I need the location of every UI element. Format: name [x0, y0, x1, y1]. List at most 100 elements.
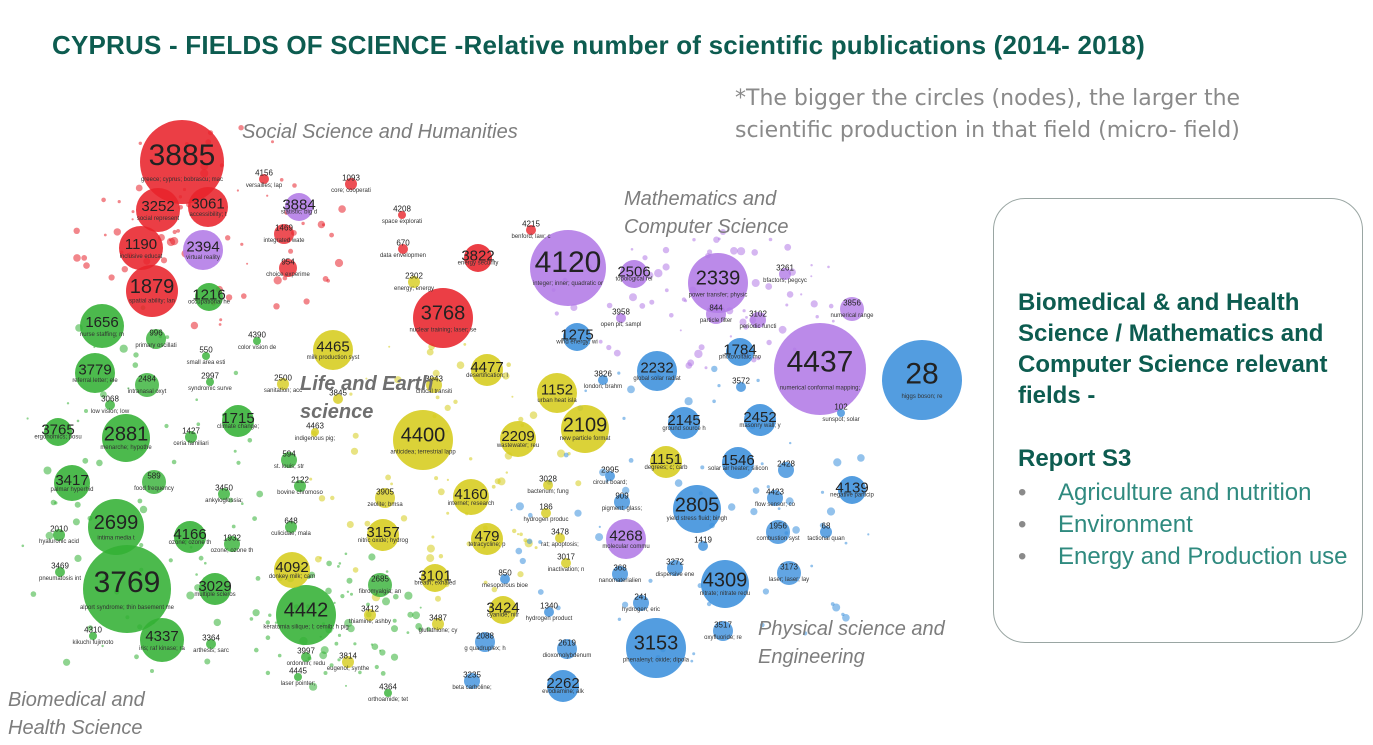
node-4120: 4120 integer; inner; quadratic or	[530, 230, 606, 306]
node-4463: 4463 indigenous pig;	[295, 422, 336, 443]
background-dot	[599, 468, 607, 477]
background-dot	[674, 479, 683, 487]
node-desc-label: hydrogen produc	[523, 517, 568, 523]
node-id-label: 2685	[371, 575, 389, 584]
background-dot	[390, 482, 393, 486]
node-desc-label: bovine chromoso	[277, 490, 323, 496]
node-id-label: 3572	[732, 377, 750, 386]
background-dot	[669, 313, 674, 318]
node-id-label: 3153	[634, 633, 679, 655]
node-circle	[364, 609, 376, 621]
background-dot	[648, 578, 653, 583]
background-dot	[785, 303, 789, 307]
node-circle	[185, 431, 197, 443]
background-dot	[380, 671, 386, 676]
background-dot	[768, 237, 773, 242]
node-circle	[840, 297, 864, 321]
node-desc-label: core; cooperati	[331, 188, 371, 194]
background-dot	[538, 540, 542, 544]
list-item: • Energy and Production use	[1018, 541, 1348, 573]
node-2619: 2619 dioxomolybdenum	[543, 639, 591, 659]
node-desc-label: london; brahm	[584, 384, 622, 390]
node-id-label: 3412	[361, 605, 379, 614]
node-3997: 3997 ordonnin; redu	[287, 647, 326, 668]
node-3028: 3028 bacterium; fung	[527, 475, 568, 496]
node-3017: 3017 inactivation; n	[548, 553, 585, 574]
background-dot	[613, 349, 621, 357]
node-id-label: 3826	[594, 370, 612, 379]
node-circle	[838, 476, 866, 504]
node-circle	[345, 178, 357, 190]
node-id-label: 4442	[284, 600, 329, 622]
node-id-label: 1879	[130, 276, 175, 298]
node-id-label: 2484	[138, 375, 156, 384]
list-item: • Environment	[1018, 509, 1348, 541]
node-3768: 3768 nuclear training; laser; se	[409, 288, 477, 348]
node-desc-label: nuclear training; laser; se	[409, 328, 477, 334]
node-desc-label: anticidea; terrestrial lapp	[390, 450, 456, 456]
node-circle	[541, 508, 551, 518]
node-id-label: 3157	[366, 524, 399, 541]
background-dot	[654, 269, 663, 278]
background-dot	[247, 438, 253, 443]
background-dot	[756, 378, 760, 383]
size-legend-note: *The bigger the circles (nodes), the lar…	[735, 86, 1241, 143]
node-3235: 3235 beta carboline;	[452, 671, 492, 692]
node-3412: 3412 thiamine; ashby	[349, 605, 391, 626]
node-desc-label: nanomaterialien	[599, 578, 642, 584]
node-circle	[44, 418, 72, 446]
background-dot	[704, 366, 708, 370]
node-desc-label: integer; inner; quadratic or	[533, 281, 603, 287]
node-id-label: 2452	[743, 409, 776, 426]
background-dot	[346, 590, 350, 593]
node-desc-label: flow sensor; co	[755, 502, 796, 508]
bullet-icon: •	[1018, 543, 1027, 570]
node-desc-label: solar air heater; silicon	[708, 466, 768, 472]
node-circle	[706, 304, 726, 324]
node-desc-label: menarche; hypothe	[100, 445, 152, 451]
node-desc-label: donkey milk; cam	[269, 574, 315, 580]
background-dot	[528, 512, 533, 518]
node-desc-label: low vision; low	[91, 409, 130, 415]
node-circle	[393, 410, 453, 470]
node-3068: 3068 low vision; low	[91, 395, 130, 416]
node-desc-label: tetracycline; p	[468, 542, 506, 548]
background-dot	[150, 669, 154, 673]
node-desc-label: versailles; lap	[246, 183, 283, 189]
node-desc-label: tactional quan	[807, 536, 844, 542]
node-circle	[218, 488, 230, 500]
node-circle	[668, 407, 700, 439]
background-dot	[309, 477, 313, 481]
node-circle	[342, 656, 354, 668]
background-dot	[231, 524, 236, 529]
node-circle	[55, 567, 65, 577]
node-id-label: 3845	[329, 389, 347, 398]
panel-report-title: Report S3	[1018, 445, 1132, 472]
background-dot	[842, 614, 850, 622]
background-dot	[519, 532, 523, 537]
node-3153: 3153 phenalenyl; oxide; dipola	[623, 618, 690, 678]
background-dot	[346, 577, 353, 584]
node-id-label: 1419	[694, 536, 712, 545]
node-id-label: 3517	[714, 621, 732, 630]
node-2997: 2997 syndromic surve	[188, 372, 232, 393]
node-circle	[83, 545, 171, 633]
background-dot	[121, 266, 128, 273]
background-dot	[228, 497, 234, 503]
node-id-label: 3272	[666, 558, 684, 567]
node-2088: 2088 g quadruplex; h	[464, 632, 506, 652]
node-desc-label: topological rel	[615, 276, 652, 282]
node-3572: 3572	[732, 377, 750, 392]
background-dot	[694, 349, 703, 359]
background-dot	[628, 458, 634, 463]
node-3826: 3826 london; brahm	[584, 370, 622, 391]
node-circle	[53, 529, 65, 541]
background-dot	[241, 502, 244, 506]
background-dot	[131, 218, 134, 221]
